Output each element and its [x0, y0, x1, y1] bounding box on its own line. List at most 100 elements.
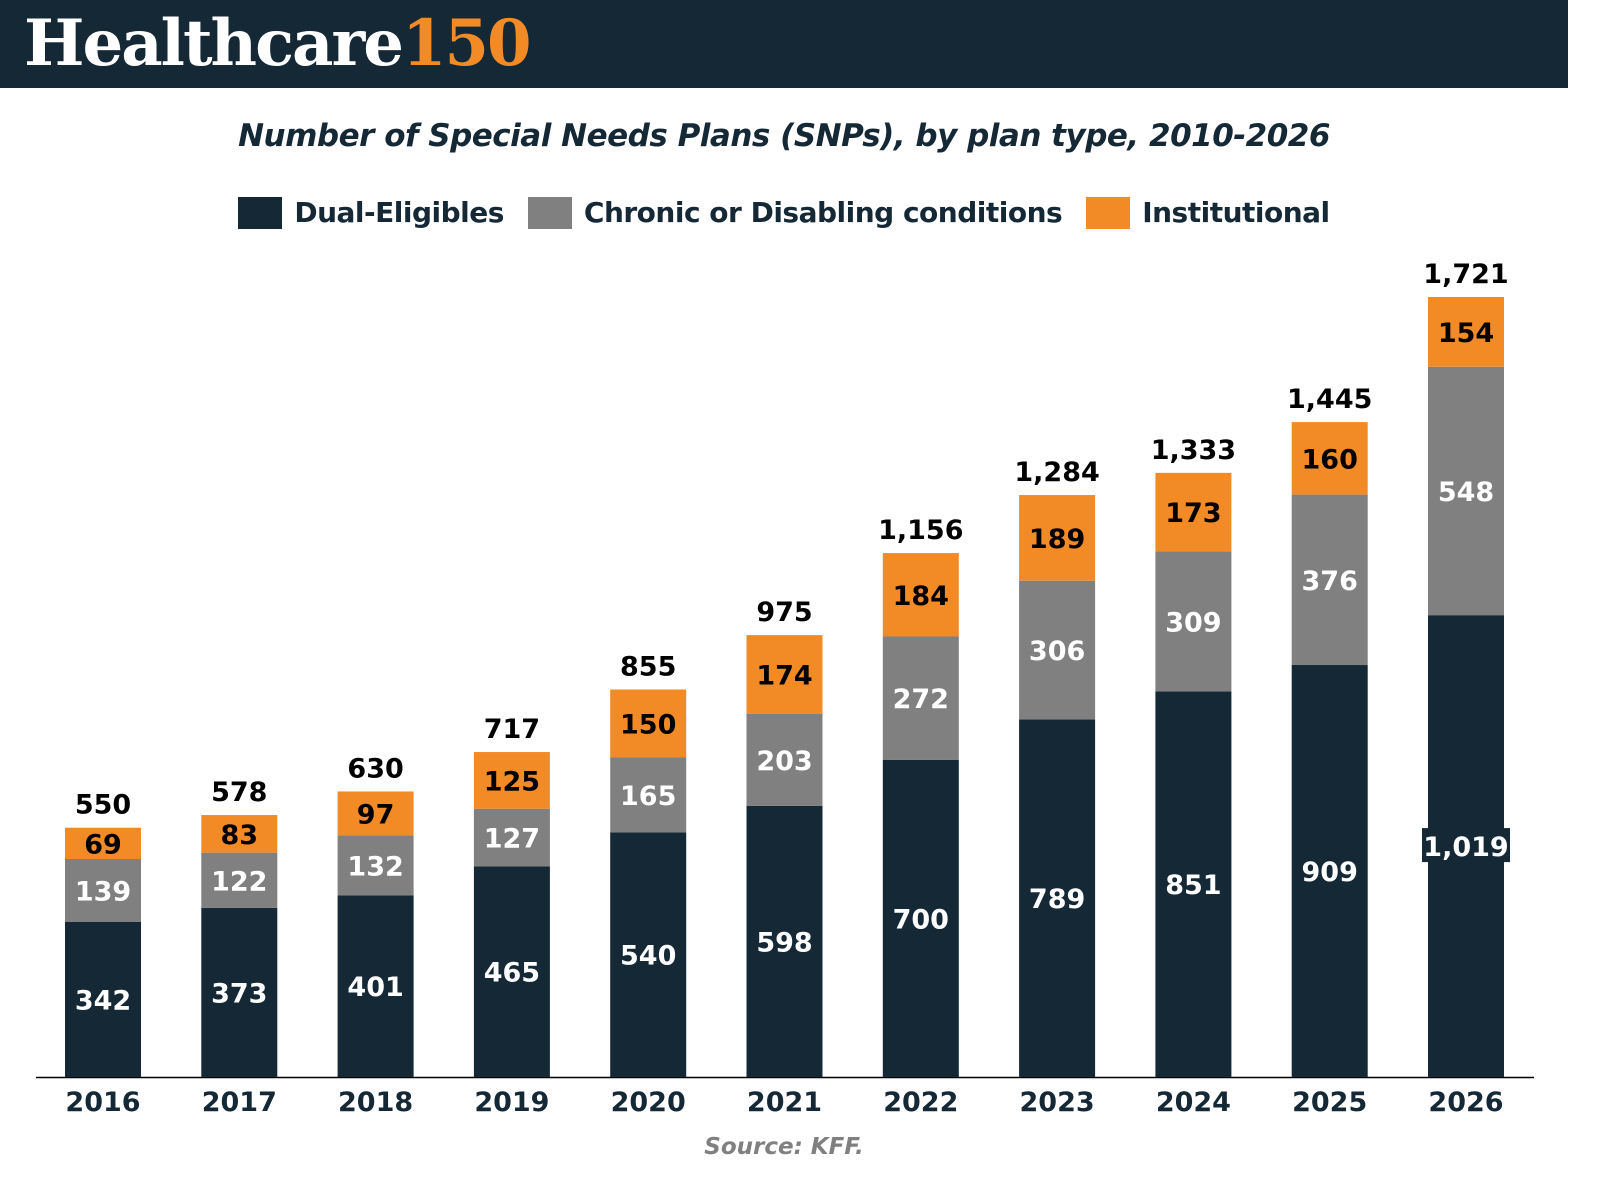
segment-label-bg: [1422, 828, 1510, 863]
total-label: 1,445: [1287, 384, 1372, 415]
bar-segment-chronic-or-disabling-conditions-2023: [1019, 580, 1096, 720]
legend-swatch-chronic: [527, 196, 572, 229]
segment-label: 700: [893, 904, 949, 935]
bar-segment-institutional-2026: [1428, 297, 1504, 367]
bar-segment-chronic-or-disabling-conditions-2016: [65, 858, 141, 922]
segment-label: 69: [84, 829, 122, 860]
chart-legend: Dual-Eligibles Chronic or Disabling cond…: [0, 196, 1568, 229]
bar-segment-dual-eligibles-2021: [746, 805, 823, 1077]
brand-text: Healthcare: [24, 6, 404, 81]
segment-label: 132: [347, 851, 403, 882]
x-tick-label: 2023: [1020, 1087, 1095, 1118]
bar-segment-dual-eligibles-2025: [1291, 665, 1368, 1077]
x-tick-label: 2026: [1428, 1087, 1503, 1118]
bar-segment-chronic-or-disabling-conditions-2019: [473, 808, 550, 867]
header-bar: Healthcare150: [0, 0, 1568, 88]
segment-label: 189: [1029, 524, 1085, 555]
bar-segment-institutional-2024: [1155, 472, 1232, 552]
legend-swatch-institutional: [1086, 196, 1131, 229]
bar-segment-institutional-2017: [201, 815, 278, 853]
total-label: 1,721: [1423, 259, 1508, 290]
segment-label: 184: [893, 581, 949, 612]
segment-label: 465: [484, 958, 540, 989]
total-label: 975: [756, 597, 812, 628]
total-label: 630: [347, 753, 403, 784]
segment-label: 97: [357, 799, 395, 830]
source-note: Source: KFF.: [704, 1134, 864, 1160]
segment-label: 174: [756, 661, 812, 692]
x-tick-label: 2020: [611, 1087, 686, 1118]
x-tick-label: 2018: [338, 1087, 413, 1118]
bar-segment-institutional-2020: [610, 689, 687, 758]
segment-label: 342: [75, 985, 131, 1016]
bar-segment-institutional-2016: [65, 827, 141, 859]
segment-label: 540: [620, 941, 676, 972]
x-tick-label: 2024: [1156, 1087, 1231, 1118]
segment-label: 203: [756, 746, 812, 777]
bar-segment-dual-eligibles-2024: [1155, 691, 1232, 1077]
segment-label: 150: [620, 709, 676, 740]
segment-label: 154: [1438, 318, 1494, 349]
chart-title: Number of Special Needs Plans (SNPs), by…: [238, 118, 1330, 154]
bar-segment-dual-eligibles-2017: [201, 907, 278, 1077]
x-tick-label: 2022: [883, 1087, 958, 1118]
bar-segment-chronic-or-disabling-conditions-2018: [337, 835, 414, 896]
legend-swatch-dual-eligibles: [238, 196, 283, 229]
x-tick-label: 2016: [65, 1087, 140, 1118]
bar-segment-chronic-or-disabling-conditions-2026: [1428, 366, 1504, 616]
bar-segment-dual-eligibles-2016: [65, 921, 141, 1077]
segment-label: 173: [1165, 498, 1221, 529]
bar-segment-institutional-2023: [1019, 495, 1096, 581]
legend-label: Chronic or Disabling conditions: [583, 196, 1063, 229]
legend-item-dual-eligibles: Dual-Eligibles: [238, 196, 504, 229]
total-label: 1,333: [1151, 435, 1236, 466]
segment-label: 548: [1438, 477, 1494, 508]
segment-label: 165: [620, 781, 676, 812]
stacked-bar-chart: 342 139 69 550 2016 373 122 83 578 2017 401 132 97 63…: [36, 259, 1534, 1118]
segment-label: 909: [1302, 857, 1358, 888]
brand-number: 150: [401, 6, 532, 81]
legend-label: Dual-Eligibles: [294, 196, 504, 229]
bar-segment-dual-eligibles-2018: [337, 895, 414, 1077]
brand-logo: Healthcare150: [24, 6, 532, 82]
bar-segment-dual-eligibles-2020: [610, 832, 687, 1077]
segment-label: 851: [1165, 870, 1221, 901]
segment-label: 160: [1302, 444, 1358, 475]
legend-item-institutional: Institutional: [1086, 196, 1330, 229]
segment-label: 373: [211, 978, 267, 1009]
bar-segment-institutional-2021: [746, 635, 823, 714]
bar-segment-institutional-2018: [337, 791, 414, 836]
bar-segment-chronic-or-disabling-conditions-2020: [610, 757, 687, 833]
segment-label: 376: [1302, 566, 1358, 597]
bar-segment-chronic-or-disabling-conditions-2025: [1291, 494, 1368, 666]
bar-segment-chronic-or-disabling-conditions-2021: [746, 713, 823, 806]
total-label: 855: [620, 651, 676, 682]
segment-label: 598: [756, 927, 812, 958]
bar-segment-institutional-2025: [1291, 422, 1368, 495]
segment-label: 401: [347, 972, 403, 1003]
segment-label: 83: [221, 820, 259, 851]
bar-segment-chronic-or-disabling-conditions-2017: [201, 852, 278, 908]
total-label: 1,156: [878, 515, 963, 546]
legend-item-chronic: Chronic or Disabling conditions: [527, 196, 1063, 229]
segment-label: 125: [484, 766, 540, 797]
bar-segment-institutional-2022: [882, 553, 959, 637]
bar-segment-chronic-or-disabling-conditions-2024: [1155, 551, 1232, 692]
bar-segment-dual-eligibles-2022: [882, 759, 959, 1077]
x-tick-label: 2025: [1292, 1087, 1367, 1118]
total-label: 550: [75, 790, 131, 821]
total-label: 578: [211, 777, 267, 808]
segment-label: 309: [1165, 607, 1221, 638]
x-tick-label: 2017: [202, 1087, 277, 1118]
segment-label: 306: [1029, 636, 1085, 667]
bar-segment-institutional-2019: [473, 752, 550, 809]
total-label: 1,284: [1014, 457, 1099, 488]
x-tick-label: 2019: [474, 1087, 549, 1118]
x-tick-label: 2021: [747, 1087, 822, 1118]
bar-segment-chronic-or-disabling-conditions-2022: [882, 636, 959, 760]
segment-label: 1,019: [1423, 832, 1508, 863]
bar-segment-dual-eligibles-2023: [1019, 719, 1096, 1077]
bar-segment-dual-eligibles-2019: [473, 866, 550, 1077]
segment-label: 272: [893, 684, 949, 715]
segment-label: 139: [75, 876, 131, 907]
